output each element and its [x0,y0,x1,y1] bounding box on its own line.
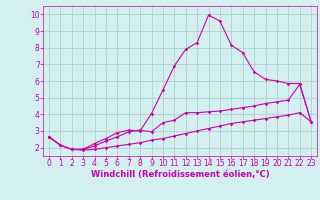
X-axis label: Windchill (Refroidissement éolien,°C): Windchill (Refroidissement éolien,°C) [91,170,269,179]
